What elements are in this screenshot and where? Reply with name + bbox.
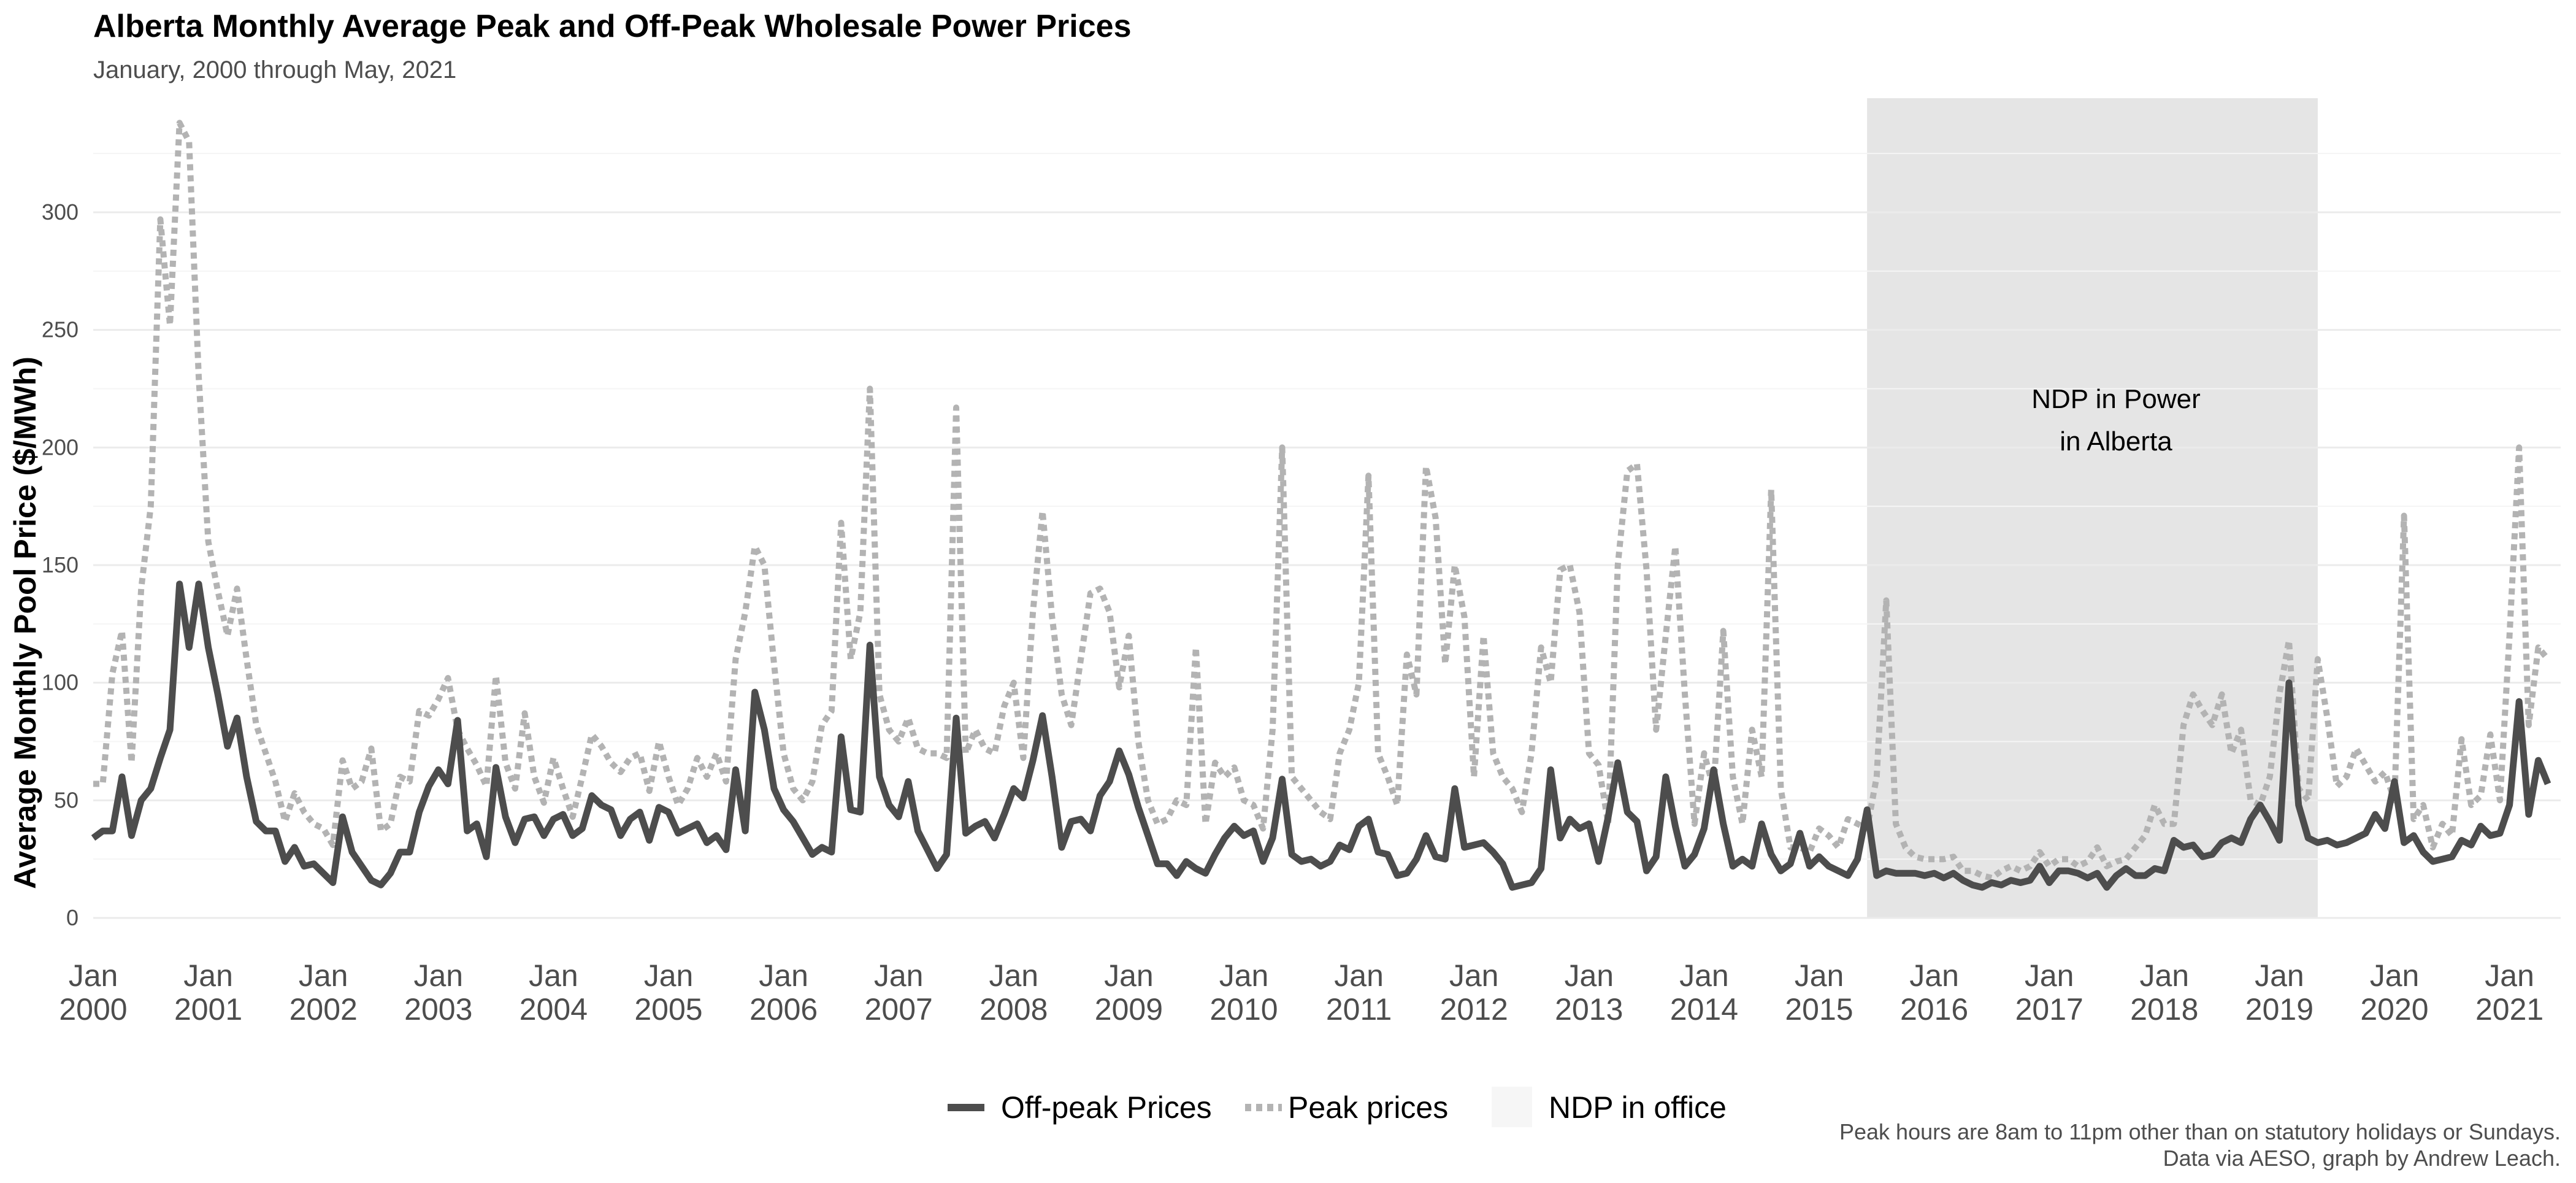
x-tick-label-year: 2021 [2475,992,2543,1027]
x-tick-label-month: Jan [1104,958,1154,993]
chart-title: Alberta Monthly Average Peak and Off-Pea… [93,9,1132,44]
x-tick-label-year: 2003 [404,992,472,1027]
x-tick-label-month: Jan [1449,958,1499,993]
chart-subtitle: January, 2000 through May, 2021 [93,56,456,83]
x-tick-label-year: 2018 [2130,992,2198,1027]
x-tick-label-year: 2011 [1326,992,1392,1027]
x-tick-label-month: Jan [299,958,348,993]
x-tick-label-year: 2019 [2245,992,2313,1027]
x-tick-label-year: 2006 [749,992,818,1027]
x-tick-label-month: Jan [1909,958,1959,993]
x-tick-label-year: 2010 [1209,992,1278,1027]
x-tick-label-month: Jan [69,958,118,993]
x-tick-label-month: Jan [1564,958,1614,993]
y-tick-label: 300 [42,199,79,225]
x-tick-label-month: Jan [529,958,578,993]
x-tick-label-year: 2009 [1095,992,1163,1027]
x-tick-label-month: Jan [1679,958,1729,993]
x-tick-label-year: 2004 [519,992,588,1027]
x-tick-label-year: 2012 [1440,992,1508,1027]
off-peak-prices-line [91,580,2551,891]
x-tick-label-month: Jan [413,958,463,993]
x-tick-label-year: 2000 [59,992,127,1027]
y-tick-label: 0 [66,905,79,930]
x-tick-label-month: Jan [1795,958,1844,993]
legend-peak-label: Peak prices [1288,1090,1448,1125]
y-axis-ticks: 0 50 100 150 200 250 300 [42,199,79,930]
x-tick-label-month: Jan [644,958,694,993]
x-tick-label-month: Jan [874,958,924,993]
y-tick-label: 50 [54,787,79,812]
x-tick-label-year: 2017 [2015,992,2083,1027]
x-tick-label-year: 2008 [979,992,1048,1027]
caption-line2: Data via AESO, graph by Andrew Leach. [2163,1146,2561,1171]
x-tick-label-month: Jan [183,958,233,993]
x-tick-label-month: Jan [1334,958,1384,993]
ndp-shaded-region [1867,98,2318,918]
caption-line1: Peak hours are 8am to 11pm other than on… [1839,1119,2561,1144]
x-tick-label-month: Jan [1219,958,1269,993]
y-tick-label: 100 [42,670,79,695]
x-tick-label-month: Jan [2370,958,2420,993]
x-tick-label-year: 2005 [634,992,702,1027]
x-tick-label-year: 2016 [1900,992,1968,1027]
y-tick-label: 200 [42,434,79,460]
legend-ndp-swatch [1492,1087,1532,1127]
x-tick-label-month: Jan [2485,958,2534,993]
ndp-annotation-line2: in Alberta [2060,426,2172,457]
x-tick-label-year: 2013 [1555,992,1623,1027]
y-axis-label: Average Monthly Pool Price ($/MWh) [8,356,42,889]
x-tick-label-year: 2014 [1670,992,1738,1027]
x-tick-label-month: Jan [2025,958,2074,993]
x-tick-label-year: 2015 [1785,992,1853,1027]
x-axis-ticks: Jan2000Jan2001Jan2002Jan2003Jan2004Jan20… [59,958,2543,1027]
x-tick-label-year: 2001 [174,992,242,1027]
ndp-annotation-line1: NDP in Power [2031,384,2201,414]
x-tick-label-month: Jan [759,958,808,993]
legend: Off-peak Prices Peak prices NDP in offic… [948,1087,1727,1127]
x-tick-label-month: Jan [2139,958,2189,993]
x-tick-label-year: 2007 [865,992,933,1027]
y-tick-label: 250 [42,317,79,342]
x-tick-label-year: 2002 [289,992,358,1027]
ndp-shaded-rect [1867,98,2318,918]
series-lines [91,120,2551,891]
y-tick-label: 150 [42,552,79,577]
x-tick-label-year: 2020 [2360,992,2428,1027]
x-tick-label-month: Jan [989,958,1038,993]
x-tick-label-month: Jan [2255,958,2304,993]
legend-ndp-label: NDP in office [1549,1090,1727,1125]
peak-prices-line [93,120,2550,881]
legend-offpeak-label: Off-peak Prices [1001,1090,1212,1125]
